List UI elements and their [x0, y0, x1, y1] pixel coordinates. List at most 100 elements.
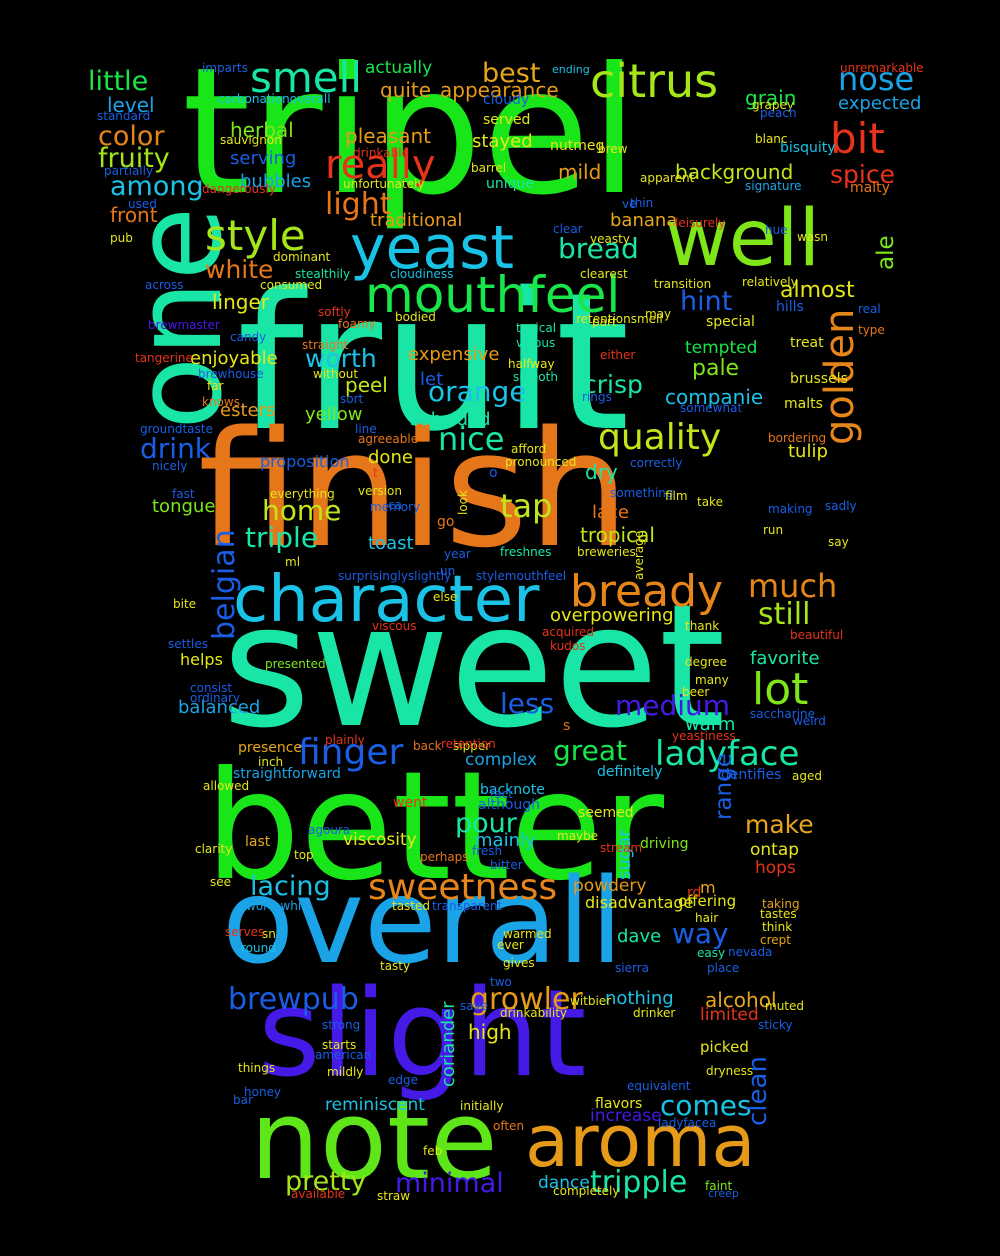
cloud-word: dryness — [706, 1064, 754, 1078]
cloud-word: say — [828, 535, 849, 549]
cloud-word: allowed — [203, 779, 250, 793]
cloud-word: definitely — [597, 764, 663, 780]
cloud-word: clarity — [195, 842, 233, 856]
cloud-word: pleasant — [345, 124, 432, 148]
cloud-word: brew — [598, 142, 628, 156]
cloud-word: driving — [640, 836, 689, 852]
cloud-word: increase — [590, 1106, 662, 1126]
cloud-word: many — [695, 673, 729, 687]
cloud-word: special — [706, 314, 755, 330]
cloud-word: yeasty — [590, 232, 630, 246]
cloud-word: partially — [104, 164, 154, 178]
cloud-word: pub — [110, 231, 133, 245]
cloud-word: tasty — [380, 959, 411, 973]
cloud-word: degree — [685, 655, 728, 669]
cloud-word: straight — [302, 338, 349, 352]
cloud-word: unremarkable — [840, 61, 924, 75]
cloud-word: dominant — [273, 250, 331, 264]
cloud-word: aged — [792, 769, 822, 783]
cloud-word: growler — [470, 982, 583, 1017]
cloud-word: overall — [222, 852, 624, 990]
cloud-word: reminiscent — [325, 1095, 425, 1115]
cloud-word: consumed — [260, 278, 323, 292]
cloud-word: carbonationoverall — [218, 92, 331, 106]
cloud-word: barrel — [471, 161, 507, 175]
cloud-word: bready — [570, 566, 724, 617]
cloud-word: among — [110, 171, 204, 202]
cloud-word: see — [210, 875, 232, 889]
cloud-word: initially — [460, 1099, 504, 1113]
cloud-word: nose — [838, 60, 915, 98]
cloud-word: esters — [220, 400, 276, 421]
cloud-word: beer — [682, 685, 710, 699]
cloud-word: best — [482, 58, 541, 89]
cloud-word: plainly — [325, 733, 365, 747]
cloud-word: consist — [190, 681, 233, 695]
cloud-word: viscosity — [343, 830, 417, 850]
cloud-word: yellow — [305, 404, 363, 425]
cloud-word: presence — [238, 740, 303, 756]
cloud-word: tempted — [685, 338, 758, 358]
cloud-word: little — [88, 66, 149, 97]
cloud-word: two — [490, 975, 512, 989]
cloud-word: front — [110, 203, 158, 227]
cloud-word: typical — [516, 321, 557, 335]
cloud-word: banana — [610, 210, 678, 231]
cloud-word: often — [493, 1119, 525, 1133]
cloud-word: sn — [262, 927, 276, 941]
cloud-word: bar — [233, 1093, 253, 1107]
cloud-word: wasn — [797, 230, 829, 244]
cloud-word: pretty — [285, 1166, 367, 1197]
cloud-word: lot — [752, 664, 809, 715]
cloud-word: smooth — [513, 370, 558, 384]
cloud-word: stylemouthfeel — [476, 569, 567, 583]
cloud-word: offering — [678, 892, 737, 910]
cloud-word: version — [358, 484, 402, 498]
cloud-word: rd — [687, 885, 702, 901]
cloud-word: clearest — [580, 267, 628, 281]
cloud-word: picked — [700, 1038, 749, 1056]
cloud-word: mildly — [327, 1065, 364, 1079]
cloud-word: faint — [705, 1179, 733, 1193]
cloud-word: agoura — [308, 823, 351, 837]
cloud-word: clear — [553, 222, 583, 236]
cloud-word: appearance — [440, 78, 559, 102]
cloud-word: surprisinglyslightly — [338, 569, 452, 583]
cloud-word: witbier — [570, 994, 612, 1008]
cloud-word: background — [675, 160, 794, 184]
cloud-word: citrus — [590, 54, 719, 108]
cloud-word: yeast — [350, 213, 514, 283]
cloud-word: worth — [305, 344, 377, 373]
cloud-word: back — [413, 739, 442, 753]
cloud-word: brewpub — [228, 982, 359, 1017]
cloud-word: bodied — [395, 310, 436, 324]
cloud-word: cloudiness — [390, 267, 454, 281]
cloud-word: peel — [345, 373, 388, 397]
cloud-word: let — [420, 369, 444, 390]
cloud-word: warmed — [503, 927, 552, 941]
cloud-word: fast — [172, 487, 195, 501]
cloud-word: easy — [697, 946, 726, 960]
cloud-word: ml — [285, 555, 301, 569]
cloud-word: color — [98, 121, 165, 152]
cloud-word: straw — [377, 1189, 411, 1203]
cloud-word: ordinary — [190, 691, 241, 705]
cloud-word: went — [393, 795, 428, 811]
cloud-word: level — [107, 93, 155, 117]
cloud-word: acquired — [542, 625, 595, 639]
cloud-word: still — [758, 597, 811, 632]
cloud-word: bisquity — [780, 140, 836, 156]
cloud-word: candy — [230, 330, 267, 344]
cloud-word: tastes — [760, 907, 797, 921]
cloud-word: relatively — [742, 275, 798, 289]
cloud-word: alcohol — [705, 988, 777, 1012]
cloud-word: foamy — [338, 317, 376, 331]
cloud-word: belgian — [207, 529, 242, 640]
cloud-word: pale — [692, 356, 740, 381]
cloud-word: nice — [438, 420, 505, 458]
cloud-word: companie — [665, 385, 764, 409]
cloud-word: powdery — [573, 876, 647, 896]
cloud-word: hue — [765, 223, 788, 237]
cloud-word: things — [238, 1061, 276, 1075]
cloud-word: bubbles — [240, 171, 312, 192]
